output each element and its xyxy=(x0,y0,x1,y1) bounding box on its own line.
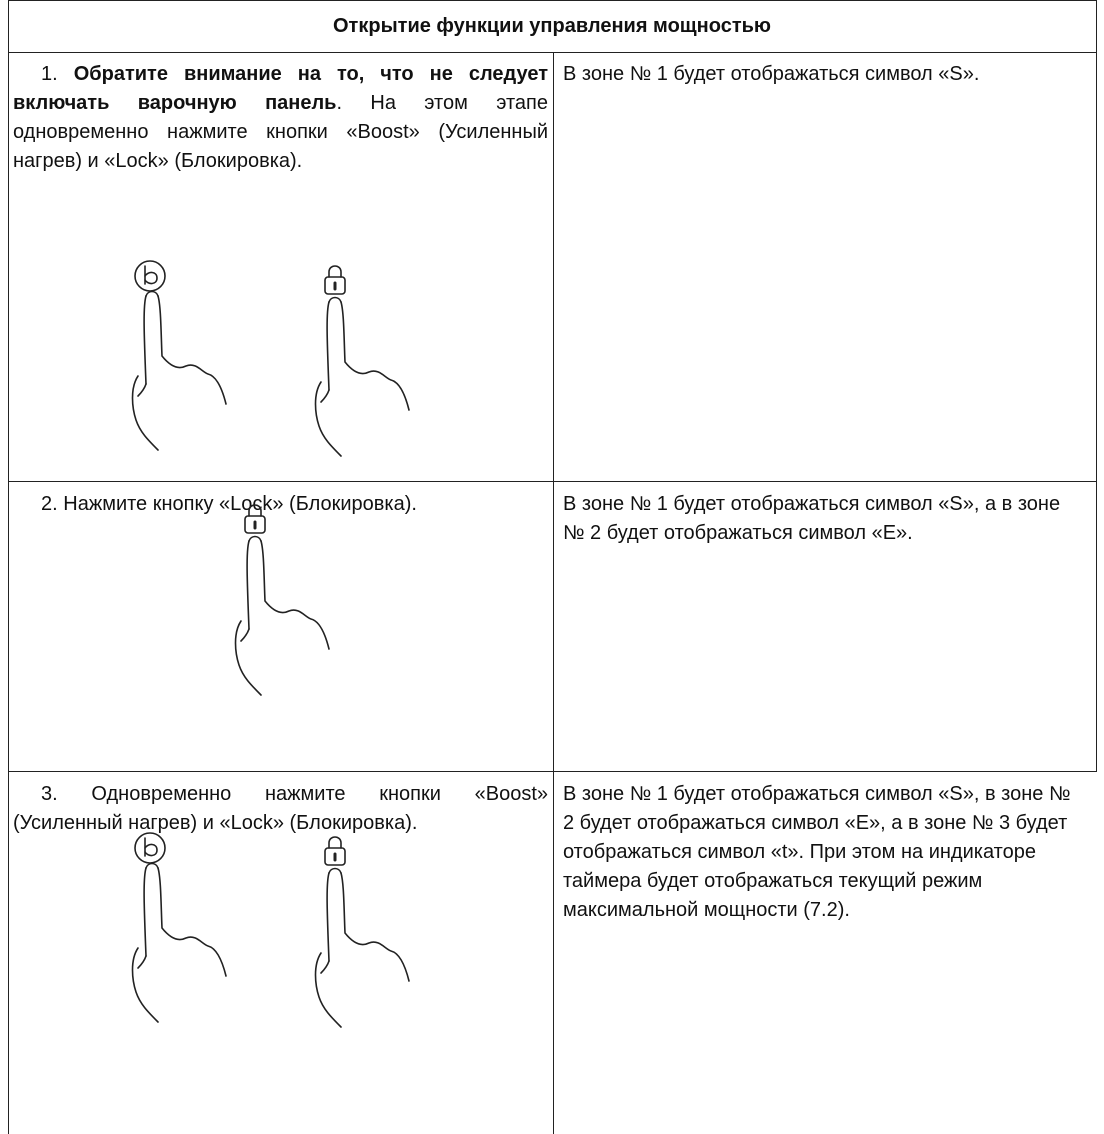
step-number: 2. xyxy=(41,493,58,515)
step-text: 3. Одновременно нажмите кнопки «Boost» (… xyxy=(9,780,552,838)
result-text: В зоне № 1 будет отображаться символ «S»… xyxy=(563,493,1061,544)
result-text: В зоне № 1 будет отображаться символ «S»… xyxy=(563,63,980,85)
border xyxy=(8,0,1097,1)
border xyxy=(8,771,1097,772)
border xyxy=(8,481,1097,482)
warning: Обратите внимание на то, что не следует … xyxy=(13,63,548,114)
step-text: 2. Нажмите кнопку «Lock» (Блокировка). xyxy=(9,490,552,519)
border xyxy=(553,52,554,1134)
lock-icon xyxy=(314,835,410,1028)
instruction: . На этом этапе одновременно нажмите кно… xyxy=(13,92,548,172)
step-number: 3. xyxy=(41,783,58,805)
lock-icon xyxy=(314,264,410,457)
border xyxy=(8,0,9,1134)
instruction: Одновременно нажмите кнопки «Boost» (Уси… xyxy=(13,783,548,834)
boost-icon xyxy=(131,260,227,451)
step-text: 1. Обратите внимание на то, что не следу… xyxy=(9,60,552,176)
step-number: 1. xyxy=(41,63,58,85)
lock-icon xyxy=(234,503,330,696)
border xyxy=(1096,0,1097,772)
table-title: Открытие функции управления мощностью xyxy=(332,15,771,37)
instruction: Нажмите кнопку «Lock» (Блокировка). xyxy=(63,493,417,515)
border xyxy=(8,52,1097,53)
result-text: В зоне № 1 будет отображаться символ «S»… xyxy=(563,783,1071,921)
boost-icon xyxy=(131,832,227,1023)
